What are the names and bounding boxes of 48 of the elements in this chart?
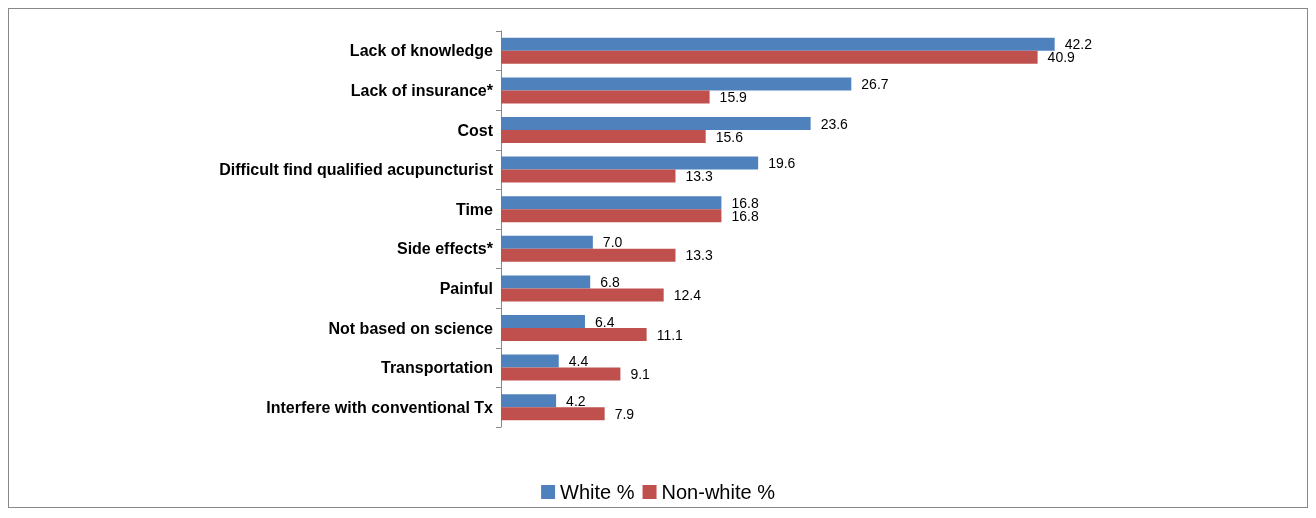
data-label: 11.1 [656,326,684,343]
y-tick-label: Painful [439,279,493,297]
legend-label: White % [560,481,635,503]
y-tick-label: Transportation [380,359,493,377]
y-tick-label: Difficult find qualified acupuncturist [219,161,494,179]
data-label: 13.3 [685,247,713,264]
bar [501,37,1055,51]
bar [501,407,605,421]
y-tick-label: Not based on science [328,319,494,337]
bar [501,77,852,91]
bar [501,50,1038,64]
y-tick-label: Side effects* [396,240,494,258]
data-label: 4.4 [568,353,589,370]
data-label: 6.8 [600,273,620,290]
bar [501,367,621,381]
bar [501,90,710,104]
data-label: 7.9 [614,405,635,422]
data-label: 23.6 [820,115,849,132]
data-label: 12.4 [673,286,702,303]
bar [501,156,759,170]
y-tick-label: Lack of insurance* [350,81,494,99]
bar [501,235,593,249]
data-label: 15.6 [715,128,744,145]
bar [501,328,647,341]
bar [501,288,664,302]
legend-label: Non-white % [661,481,776,503]
y-tick-label: Interfere with conventional Tx [266,398,494,416]
bar [501,315,585,328]
y-tick-label: Cost [457,121,494,139]
bar [501,117,811,130]
bar [501,130,706,143]
data-label: 9.1 [630,366,651,383]
bar [501,209,722,223]
data-label: 4.2 [566,392,586,409]
data-label: 15.9 [719,88,748,105]
data-label: 7.0 [602,234,623,251]
bar [501,196,722,210]
bar [501,275,591,289]
data-label: 6.4 [594,313,615,330]
bar [501,354,559,368]
data-label: 19.6 [768,155,796,172]
data-label: 26.7 [861,75,889,92]
bar [501,394,557,408]
y-tick-label: Time [455,200,494,218]
bar [501,169,676,183]
y-tick-label: Lack of knowledge [349,42,494,60]
data-label: 13.3 [685,168,713,185]
bar [501,248,676,262]
